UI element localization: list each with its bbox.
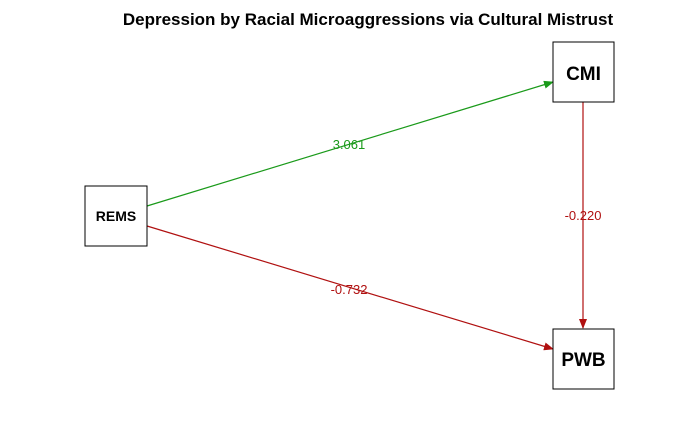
edge-label-cmi-pwb: -0.220: [565, 208, 602, 223]
diagram-title: Depression by Racial Microaggressions vi…: [122, 10, 614, 29]
edge-rems-cmi: [146, 80, 554, 207]
edge-rems-pwb: [146, 225, 554, 351]
node-label-pwb: PWB: [561, 350, 605, 371]
edge-label-rems-pwb: -0.732: [331, 282, 368, 297]
node-rems: REMS: [84, 185, 148, 247]
edge-label-rems-cmi: 3.061: [333, 137, 366, 152]
node-label-rems: REMS: [96, 208, 136, 224]
node-cmi: CMI: [552, 41, 615, 103]
node-pwb: PWB: [552, 328, 615, 390]
node-label-cmi: CMI: [566, 64, 601, 85]
